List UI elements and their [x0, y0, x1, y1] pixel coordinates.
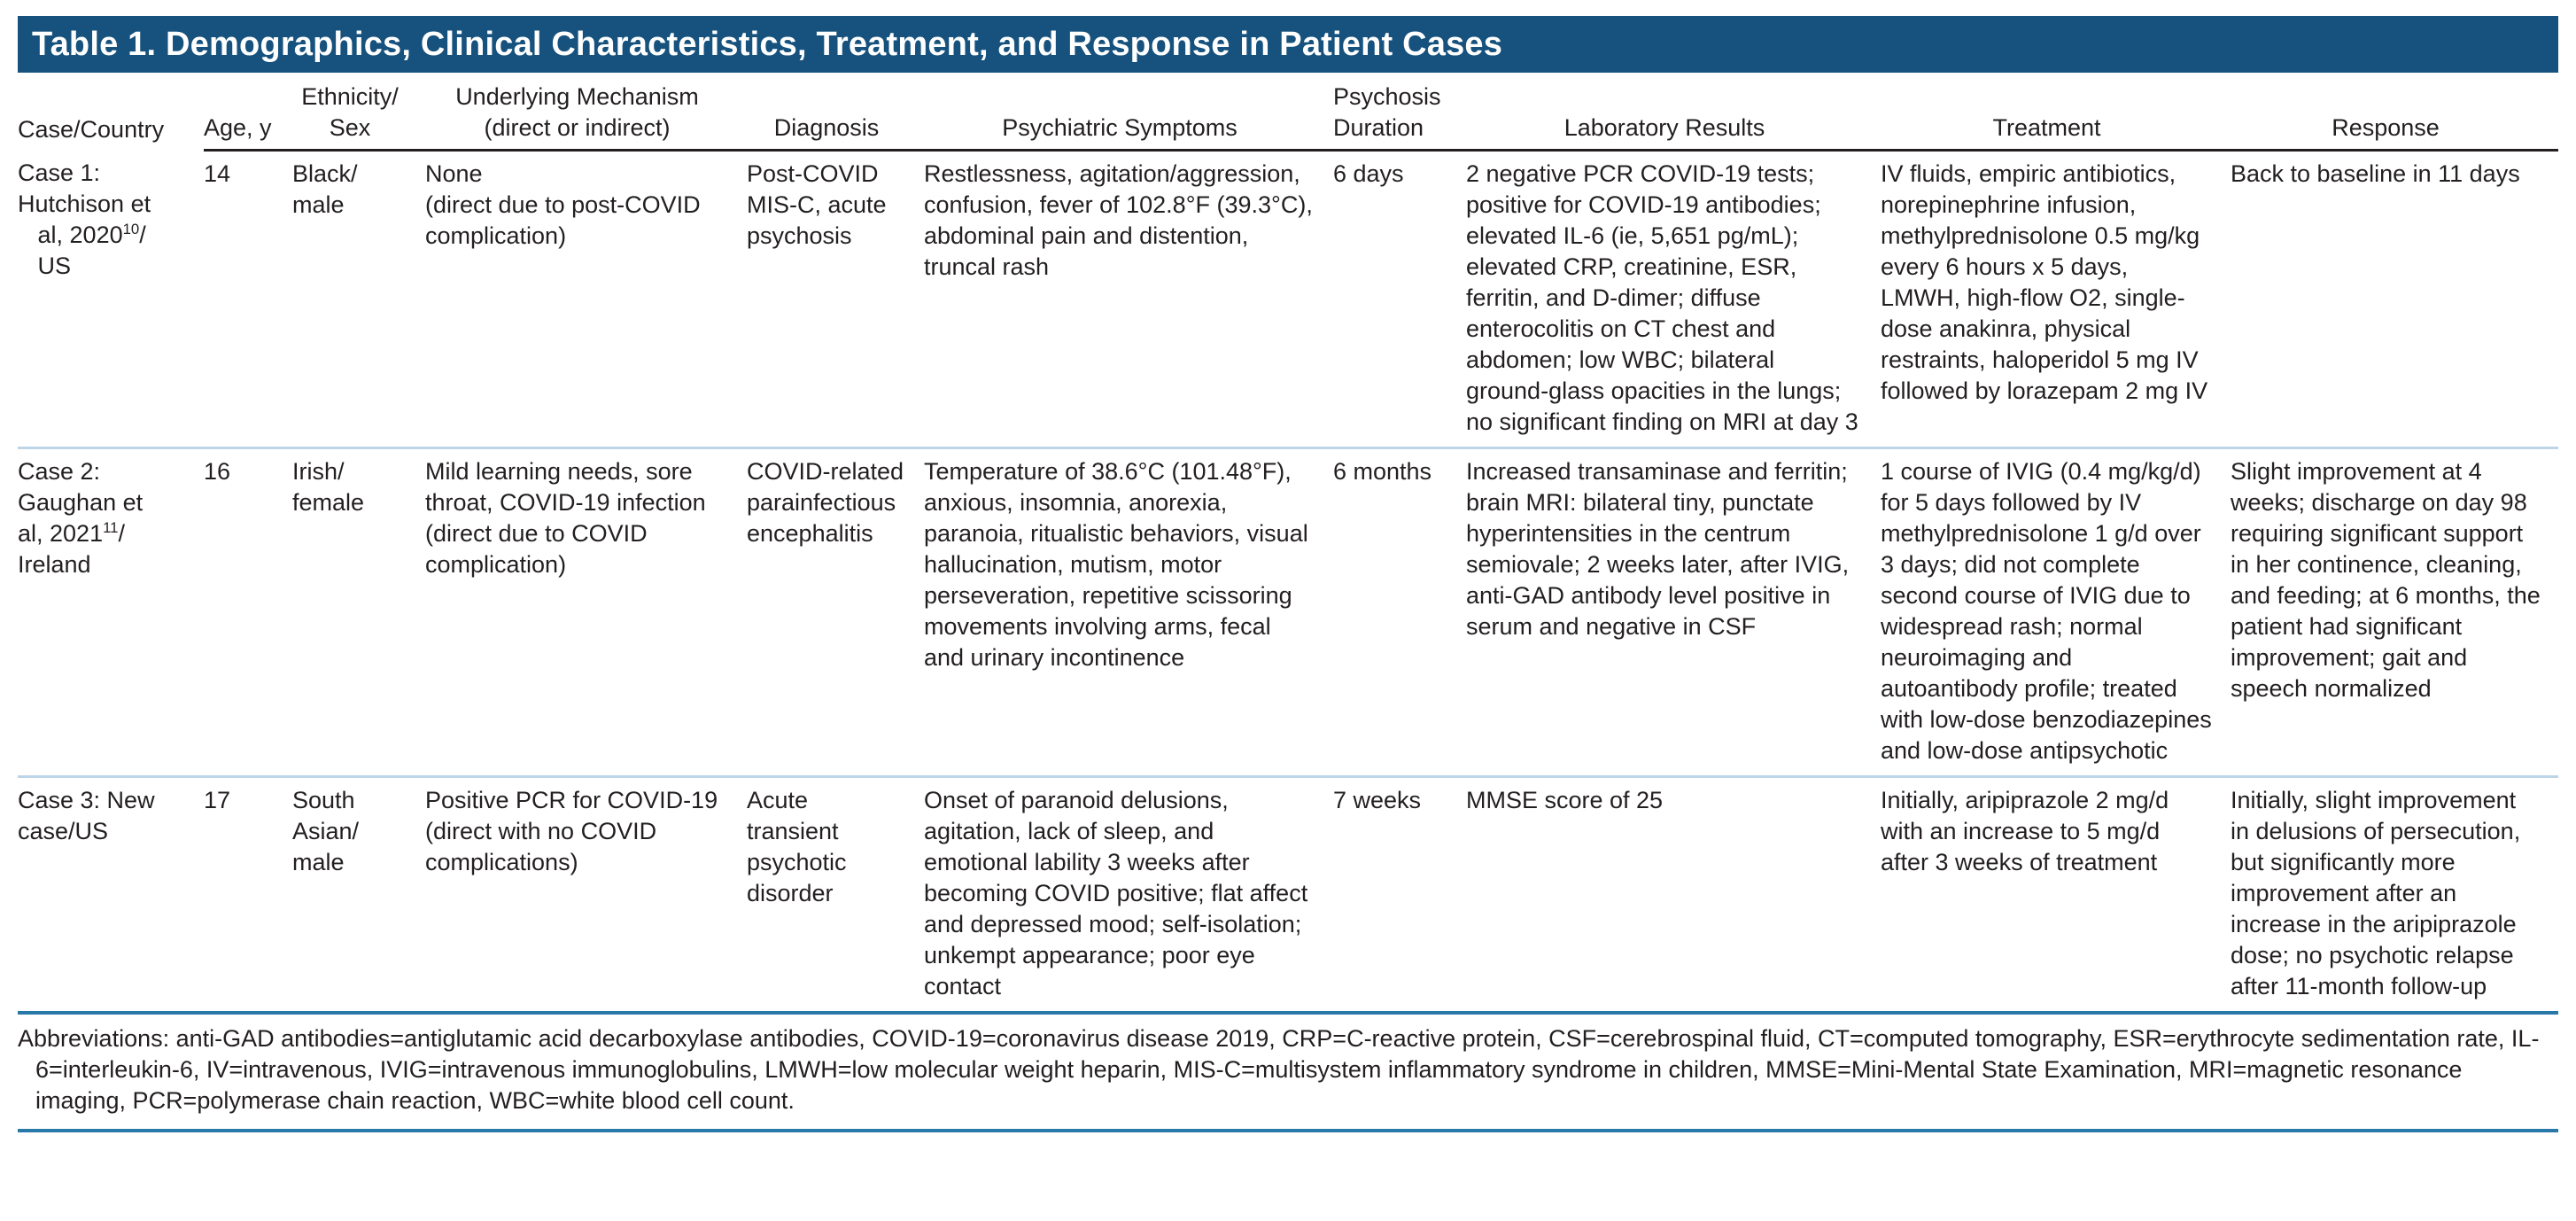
table-title-bar: Table 1. Demographics, Clinical Characte…	[18, 16, 2558, 73]
table-figure: Table 1. Demographics, Clinical Characte…	[18, 16, 2558, 1132]
cell-psychiatric-symptoms: Onset of paranoid delusions, agitation, …	[924, 776, 1333, 1015]
column-header-age: Age, y	[204, 73, 292, 152]
table-title: Table 1. Demographics, Clinical Characte…	[32, 25, 1503, 63]
cell-response: Slight improvement at 4 weeks; discharge…	[2231, 447, 2558, 778]
case-citation: Case 3: New case/US	[18, 787, 155, 844]
table-row-case-2: Case 2: Gaughan et al, 202111/ Ireland 1…	[18, 447, 2558, 778]
case-country: / US	[37, 221, 146, 279]
column-header-underlying-mechanism: Underlying Mechanism (direct or indirect…	[425, 73, 747, 152]
cell-psychiatric-symptoms: Restlessness, agitation/aggression, conf…	[924, 150, 1333, 449]
column-header-response: Response	[2231, 73, 2558, 152]
cell-case-country: Case 2: Gaughan et al, 202111/ Ireland	[18, 447, 204, 778]
cell-treatment: Initially, aripiprazole 2 mg/d with an i…	[1881, 776, 2231, 1015]
cell-ethnicity-sex: South Asian/ male	[292, 776, 425, 1015]
cell-diagnosis: Post-COVID MIS-C, acute psychosis	[747, 150, 924, 449]
cell-ethnicity-sex: Irish/ female	[292, 447, 425, 778]
cell-underlying-mechanism: None (direct due to post-COVID complicat…	[425, 150, 747, 449]
cell-response: Back to baseline in 11 days	[2231, 150, 2558, 449]
cell-underlying-mechanism: Mild learning needs, sore throat, COVID-…	[425, 447, 747, 778]
case-country: / Ireland	[18, 520, 125, 578]
cell-ethnicity-sex: Black/ male	[292, 150, 425, 449]
cell-psychosis-duration: 7 weeks	[1333, 776, 1466, 1015]
cell-diagnosis: Acute transient psychotic disorder	[747, 776, 924, 1015]
case-citation: Case 2: Gaughan et al, 2021	[18, 458, 144, 547]
cell-psychosis-duration: 6 days	[1333, 150, 1466, 449]
header-row: Case/Country Age, y Ethnicity/ Sex Under…	[18, 73, 2558, 152]
cell-laboratory-results: MMSE score of 25	[1466, 776, 1881, 1015]
column-header-laboratory-results: Laboratory Results	[1466, 73, 1881, 152]
reference-superscript: 10	[122, 220, 140, 237]
column-header-psychiatric-symptoms: Psychiatric Symptoms	[924, 73, 1333, 152]
abbreviations-footnote: Abbreviations: anti-GAD antibodies=antig…	[18, 1015, 2558, 1132]
cell-age: 17	[204, 776, 292, 1015]
column-header-treatment: Treatment	[1881, 73, 2231, 152]
column-header-ethnicity-sex: Ethnicity/ Sex	[292, 73, 425, 152]
cell-psychosis-duration: 6 months	[1333, 447, 1466, 778]
cell-response: Initially, slight improvement in delusio…	[2231, 776, 2558, 1015]
cell-treatment: IV fluids, empiric antibiotics, norepine…	[1881, 150, 2231, 449]
column-header-diagnosis: Diagnosis	[747, 73, 924, 152]
cell-underlying-mechanism: Positive PCR for COVID-19 (direct with n…	[425, 776, 747, 1015]
column-header-psychosis-duration: Psychosis Duration	[1333, 73, 1466, 152]
cell-diagnosis: COVID-related parainfectious encephaliti…	[747, 447, 924, 778]
table-row-case-1: Case 1: Hutchison et al, 202010/ US 14 B…	[18, 150, 2558, 449]
cell-case-country: Case 3: New case/US	[18, 776, 204, 1015]
cell-psychiatric-symptoms: Temperature of 38.6°C (101.48°F), anxiou…	[924, 447, 1333, 778]
cell-laboratory-results: 2 negative PCR COVID-19 tests; positive …	[1466, 150, 1881, 449]
cell-case-country: Case 1: Hutchison et al, 202010/ US	[18, 150, 204, 449]
patient-cases-table: Case/Country Age, y Ethnicity/ Sex Under…	[18, 73, 2558, 1015]
table-row-case-3: Case 3: New case/US 17 South Asian/ male…	[18, 776, 2558, 1015]
cell-age: 14	[204, 150, 292, 449]
case-citation: Case 1: Hutchison et al, 2020	[18, 159, 151, 248]
reference-superscript: 11	[103, 519, 119, 536]
cell-laboratory-results: Increased transaminase and ferritin; bra…	[1466, 447, 1881, 778]
cell-treatment: 1 course of IVIG (0.4 mg/kg/d) for 5 day…	[1881, 447, 2231, 778]
column-header-case-country: Case/Country	[18, 115, 165, 143]
cell-age: 16	[204, 447, 292, 778]
